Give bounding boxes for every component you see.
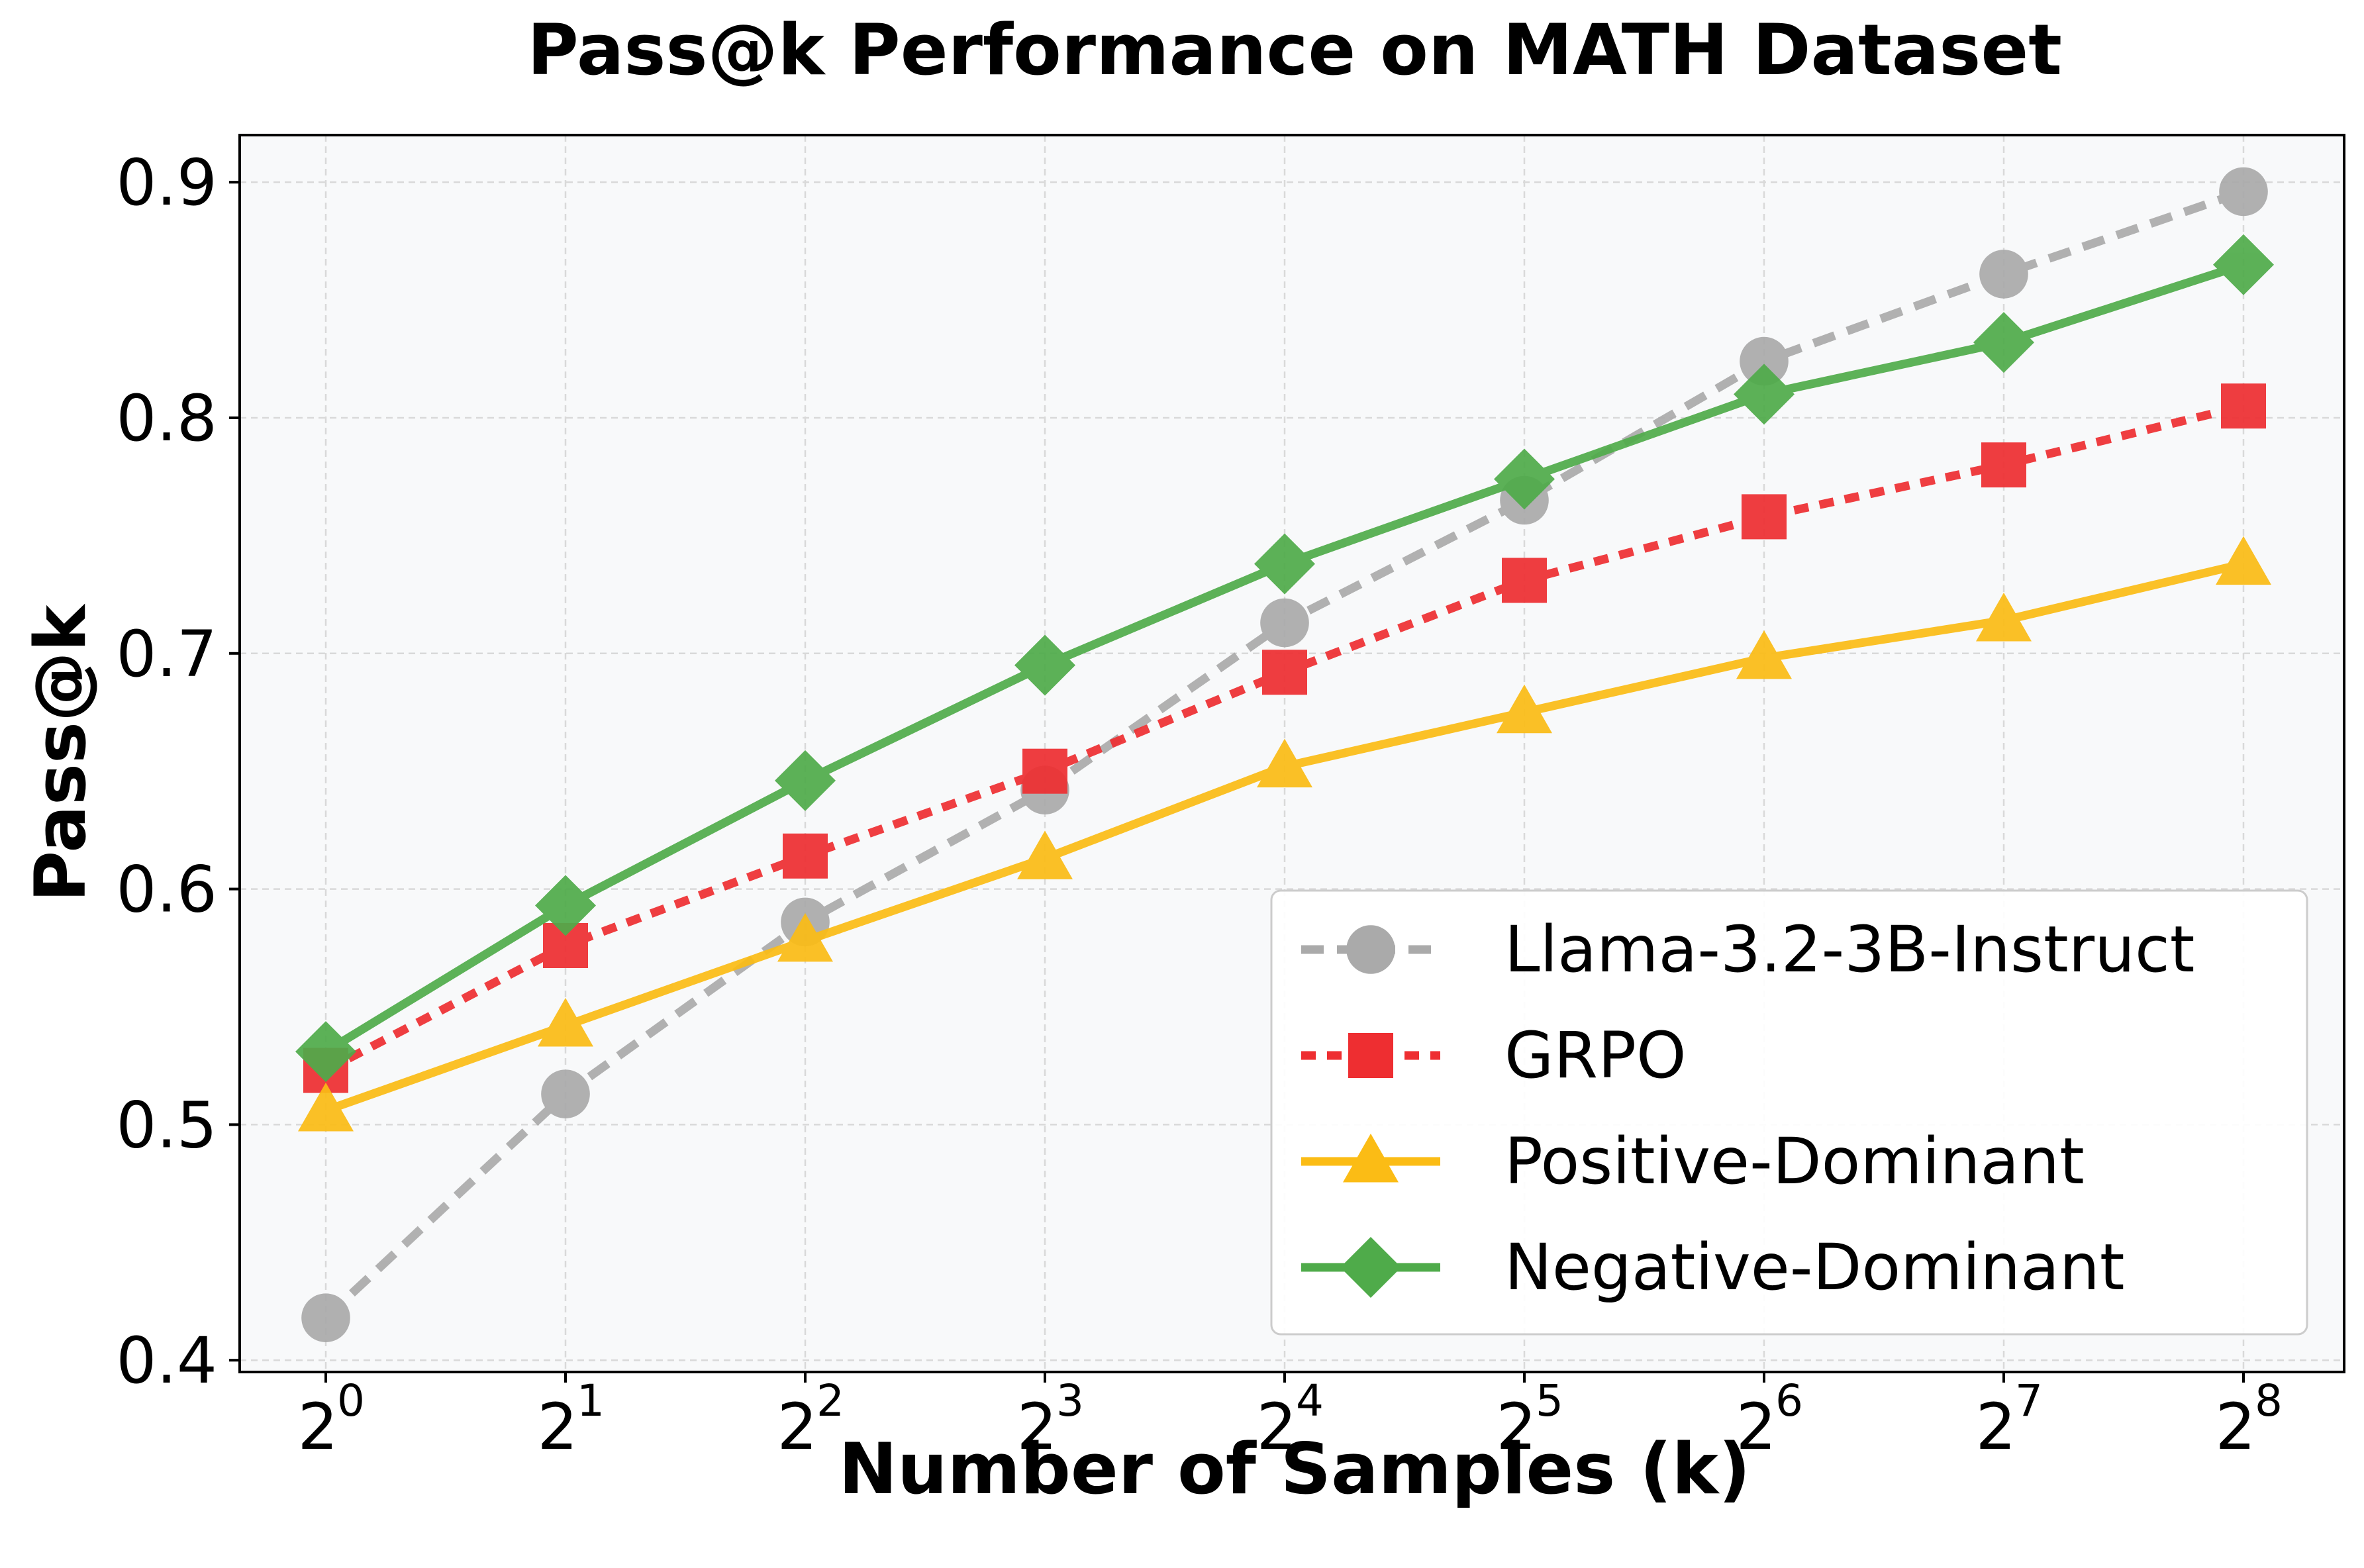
legend-label: GRPO — [1504, 1018, 1687, 1093]
legend-item: Positive-Dominant — [1301, 1124, 2085, 1199]
y-tick-label: 0.6 — [116, 853, 217, 927]
x-tick-exponent: 0 — [337, 1375, 365, 1426]
marker-triangle — [777, 912, 833, 962]
x-tick-label: 2 — [1016, 1390, 1057, 1464]
x-tick-exponent: 7 — [2015, 1375, 2043, 1426]
marker-triangle — [1736, 630, 1792, 679]
marker-circle — [1979, 250, 2028, 299]
series-positive-dominant — [298, 536, 2271, 1132]
marker-diamond — [1734, 364, 1795, 425]
legend-label: Negative-Dominant — [1504, 1230, 2124, 1304]
marker-circle — [1260, 598, 1309, 648]
y-tick-label: 0.8 — [116, 381, 217, 456]
y-tick-label: 0.7 — [116, 617, 217, 691]
x-tick-exponent: 2 — [816, 1375, 844, 1426]
marker-triangle — [1497, 684, 1552, 734]
x-tick-label: 2 — [1256, 1390, 1297, 1464]
marker-square — [2221, 383, 2266, 429]
marker-square — [1981, 442, 2026, 488]
marker-triangle — [298, 1083, 354, 1132]
marker-circle — [1740, 336, 1789, 386]
y-axis-label: Pass@k — [20, 603, 101, 903]
marker-diamond — [1014, 634, 1075, 696]
marker-square — [1022, 748, 1067, 794]
x-tick-exponent: 4 — [1296, 1375, 1324, 1426]
marker-triangle — [1976, 592, 2032, 642]
x-tick-exponent: 8 — [2255, 1375, 2283, 1426]
marker-diamond — [1973, 312, 2034, 373]
x-tick-exponent: 6 — [1775, 1375, 1803, 1426]
marker-diamond — [2213, 234, 2274, 295]
x-tick-label: 2 — [537, 1390, 577, 1464]
series-negative-dominant — [295, 234, 2274, 1083]
x-tick-exponent: 1 — [577, 1375, 605, 1426]
marker-circle — [1346, 925, 1395, 974]
x-tick-label: 2 — [1736, 1390, 1776, 1464]
y-tick-label: 0.5 — [116, 1088, 217, 1162]
x-axis: 20 21 22 23 24 25 26 27 28 — [297, 1372, 2283, 1464]
chart-title: Pass@k Performance on MATH Dataset — [527, 9, 2062, 91]
x-tick-label: 2 — [2215, 1390, 2255, 1464]
x-tick-label: 2 — [1496, 1390, 1536, 1464]
plot-frame — [238, 134, 2345, 1373]
marker-triangle — [1343, 1134, 1399, 1183]
marker-square — [1502, 558, 1547, 603]
marker-square — [783, 833, 828, 879]
marker-triangle — [2216, 536, 2271, 585]
marker-diamond — [295, 1021, 356, 1083]
legend: Llama-3.2-3B-Instruct GRPO Positive-Domina… — [1270, 889, 2308, 1336]
x-tick-label: 2 — [777, 1390, 817, 1464]
x-tick-label: 2 — [1975, 1390, 2016, 1464]
marker-square — [1348, 1033, 1393, 1078]
marker-circle — [541, 1069, 590, 1118]
marker-diamond — [1494, 448, 1555, 510]
legend-item: GRPO — [1301, 1018, 1687, 1093]
x-tick-exponent: 3 — [1056, 1375, 1084, 1426]
y-tick-label: 0.4 — [116, 1324, 217, 1398]
legend-item: Negative-Dominant — [1301, 1230, 2124, 1304]
marker-circle — [2219, 167, 2268, 217]
x-axis-label: Number of Samples (k) — [838, 1428, 1750, 1510]
legend-box — [1270, 889, 2308, 1336]
marker-circle — [301, 1293, 350, 1342]
marker-square — [1262, 650, 1307, 695]
marker-diamond — [1254, 533, 1315, 595]
marker-diamond — [535, 875, 596, 936]
y-tick-label: 0.9 — [116, 146, 217, 220]
y-axis: 0.4 0.5 0.6 0.7 0.8 0.9 — [116, 146, 240, 1398]
legend-label: Llama-3.2-3B-Instruct — [1504, 912, 2194, 987]
marker-diamond — [775, 750, 836, 811]
marker-triangle — [538, 997, 593, 1047]
x-tick-label: 2 — [297, 1390, 338, 1464]
marker-triangle — [1017, 830, 1073, 879]
marker-triangle — [1257, 738, 1312, 788]
legend-item: Llama-3.2-3B-Instruct — [1301, 912, 2194, 987]
x-tick-exponent: 5 — [1536, 1375, 1563, 1426]
marker-diamond — [1340, 1237, 1401, 1298]
legend-label: Positive-Dominant — [1504, 1124, 2085, 1199]
marker-square — [1742, 494, 1787, 540]
series-layer — [295, 167, 2274, 1342]
